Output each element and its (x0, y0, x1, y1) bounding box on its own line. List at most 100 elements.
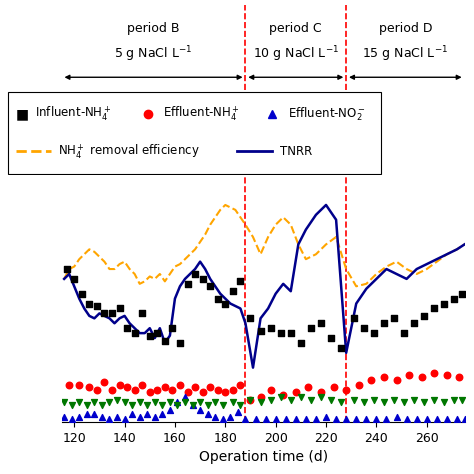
Point (75, 398, 83, 406)
Point (169, 386, 176, 393)
Point (380, 398, 388, 406)
Point (214, 386, 221, 393)
Point (453, 416, 461, 423)
Point (221, 389, 229, 396)
Text: TNRR: TNRR (280, 145, 312, 158)
Point (191, 383, 199, 391)
Point (322, 413, 330, 421)
Point (257, 398, 264, 406)
Point (262, 416, 269, 423)
Point (161, 383, 169, 391)
Point (196, 398, 204, 406)
Point (154, 329, 161, 337)
Point (144, 401, 151, 409)
Text: 10 g NaCl L$^{-1}$: 10 g NaCl L$^{-1}$ (253, 45, 339, 64)
Point (131, 386, 138, 393)
Point (297, 393, 305, 401)
Point (257, 327, 264, 335)
Point (441, 398, 448, 406)
Point (227, 413, 234, 421)
Point (214, 295, 221, 302)
Point (189, 401, 196, 409)
Point (229, 287, 237, 295)
Point (443, 371, 451, 379)
Point (204, 410, 211, 418)
Point (173, 398, 181, 406)
Point (410, 396, 418, 403)
Point (206, 383, 214, 391)
Point (451, 396, 458, 403)
Point (287, 329, 294, 337)
Point (456, 374, 463, 381)
Point (184, 389, 191, 396)
Point (390, 396, 398, 403)
Point (355, 381, 363, 389)
Point (181, 393, 189, 401)
Point (307, 324, 315, 332)
Point (123, 324, 131, 332)
Point (211, 413, 219, 421)
Point (116, 381, 123, 389)
Point (138, 381, 146, 389)
Point (138, 310, 146, 317)
Text: period B: period B (128, 22, 180, 35)
Point (151, 398, 159, 406)
Point (113, 413, 121, 421)
Point (353, 416, 360, 423)
Point (83, 401, 91, 409)
Point (420, 398, 428, 406)
Point (292, 389, 300, 396)
Point (113, 396, 121, 403)
Point (410, 319, 418, 327)
Point (71, 275, 78, 283)
Point (196, 406, 204, 413)
Point (191, 270, 199, 278)
Point (383, 416, 390, 423)
Point (211, 398, 219, 406)
Point (121, 416, 128, 423)
Point (393, 413, 401, 421)
Point (458, 290, 466, 298)
Text: period C: period C (270, 22, 322, 35)
Point (204, 401, 211, 409)
Point (68, 416, 75, 423)
Point (423, 416, 430, 423)
Point (75, 381, 83, 389)
Point (123, 383, 131, 391)
Point (367, 376, 375, 384)
Point (327, 334, 335, 342)
Point (237, 401, 244, 409)
Point (390, 315, 398, 322)
Point (257, 393, 264, 401)
Text: NH$_4^+$ removal efficiency: NH$_4^+$ removal efficiency (58, 142, 200, 161)
Point (131, 329, 138, 337)
Point (360, 398, 368, 406)
Point (337, 344, 345, 352)
Point (405, 371, 413, 379)
Point (229, 386, 237, 393)
Point (317, 389, 325, 396)
Point (60, 398, 68, 406)
Point (330, 383, 337, 391)
Point (441, 300, 448, 307)
Text: Influent-NH$_4^+$: Influent-NH$_4^+$ (35, 105, 111, 123)
Point (108, 386, 116, 393)
FancyBboxPatch shape (8, 92, 381, 173)
Point (246, 396, 254, 403)
Point (229, 398, 237, 406)
Point (267, 324, 274, 332)
Point (305, 383, 312, 391)
Point (418, 374, 426, 381)
Point (65, 381, 73, 389)
Point (297, 339, 305, 347)
Point (403, 416, 410, 423)
Point (287, 396, 294, 403)
Point (400, 329, 408, 337)
Point (136, 413, 144, 421)
Point (400, 398, 408, 406)
Point (176, 339, 184, 347)
Point (342, 416, 350, 423)
Point (221, 300, 229, 307)
Point (176, 381, 184, 389)
Point (317, 393, 325, 401)
